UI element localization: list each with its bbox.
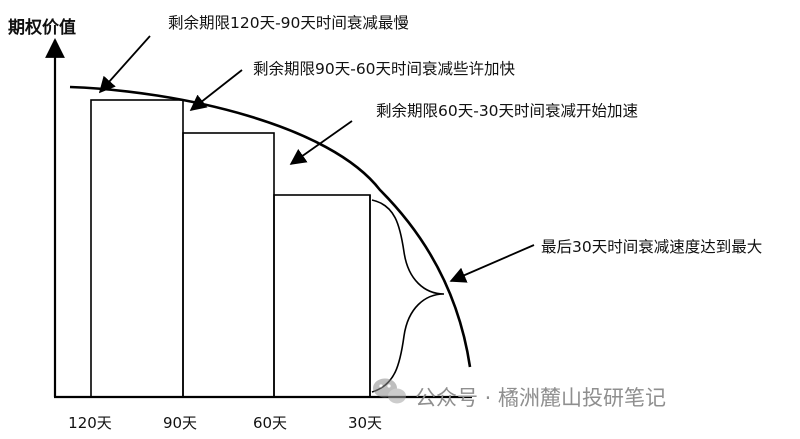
annotation-text-4: 最后30天时间衰减速度达到最大 bbox=[541, 238, 762, 256]
annotation-text-2: 剩余期限90天-60天时间衰减些许加快 bbox=[253, 59, 516, 78]
last-30-days-brace bbox=[372, 200, 444, 392]
period-bar-90-60 bbox=[183, 133, 274, 397]
arrow-annotation-2 bbox=[191, 70, 242, 110]
x-tick-label: 30天 bbox=[348, 414, 382, 432]
x-tick-label: 120天 bbox=[68, 414, 112, 432]
x-tick-label: 60天 bbox=[253, 414, 287, 432]
y-axis-label: 期权价值 bbox=[8, 17, 76, 38]
period-bar-120-90 bbox=[91, 100, 183, 397]
time-decay-curve bbox=[70, 87, 470, 367]
arrow-annotation-1 bbox=[100, 36, 150, 92]
wechat-icon bbox=[373, 379, 406, 404]
annotation-text-3: 剩余期限60天-30天时间衰减开始加速 bbox=[376, 101, 638, 120]
arrow-annotation-4 bbox=[451, 245, 534, 281]
annotation-text-1: 剩余期限120天-90天时间衰减最慢 bbox=[168, 13, 409, 32]
period-bar-60-30 bbox=[274, 195, 370, 397]
watermark-text: 公众号 · 橘洲麓山投研笔记 bbox=[415, 386, 666, 410]
x-tick-label: 90天 bbox=[163, 414, 197, 432]
